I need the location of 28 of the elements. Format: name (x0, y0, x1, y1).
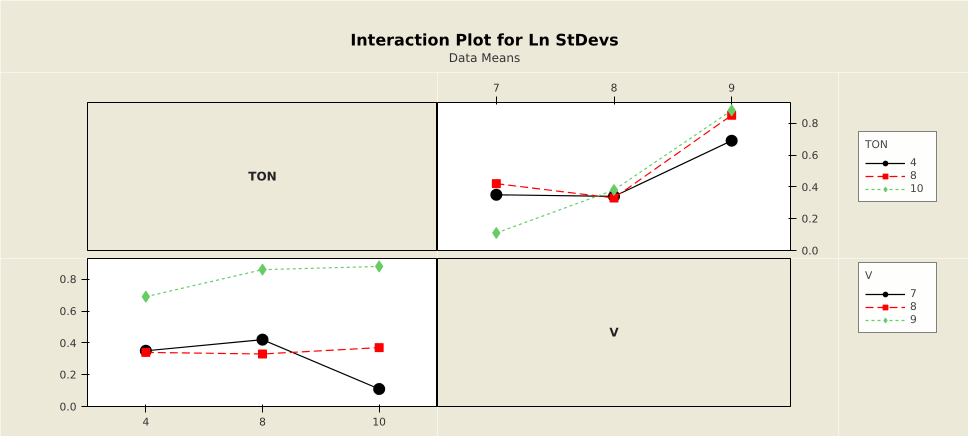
legend-label: 4 (910, 156, 918, 169)
y-tick-label: 0.2 (802, 212, 818, 226)
legend-label: 7 (910, 287, 918, 300)
y-tick-label: 0.4 (60, 336, 77, 350)
text: TON (248, 170, 277, 184)
y-tick-label: 0.8 (802, 117, 819, 130)
y-tick-label: 0.0 (60, 400, 77, 414)
x-tick-label: 7 (492, 82, 500, 94)
legend-label: 10 (910, 182, 925, 195)
legend-title: V (865, 269, 874, 282)
legend-label: 9 (910, 313, 918, 326)
y-tick-label: 0.2 (60, 368, 77, 382)
y-tick-label: 0.0 (802, 244, 819, 258)
x-tick-label: 4 (142, 416, 150, 428)
y-tick-label: 0.6 (802, 149, 819, 162)
legend-title: TON (865, 138, 889, 151)
y-tick-label: 0.8 (60, 273, 77, 286)
x-tick-label: 10 (372, 416, 386, 428)
x-tick-label: 8 (610, 82, 618, 94)
text: Interaction Plot for Ln StDevs (350, 30, 619, 50)
x-tick-label: 8 (259, 416, 266, 428)
text: Data Means (448, 51, 520, 66)
x-tick-label: 9 (728, 82, 736, 94)
legend-label: 8 (910, 169, 918, 182)
text: V (609, 326, 620, 340)
legend-label: 8 (910, 300, 918, 313)
y-tick-label: 0.4 (802, 180, 819, 194)
y-tick-label: 0.6 (60, 305, 77, 318)
